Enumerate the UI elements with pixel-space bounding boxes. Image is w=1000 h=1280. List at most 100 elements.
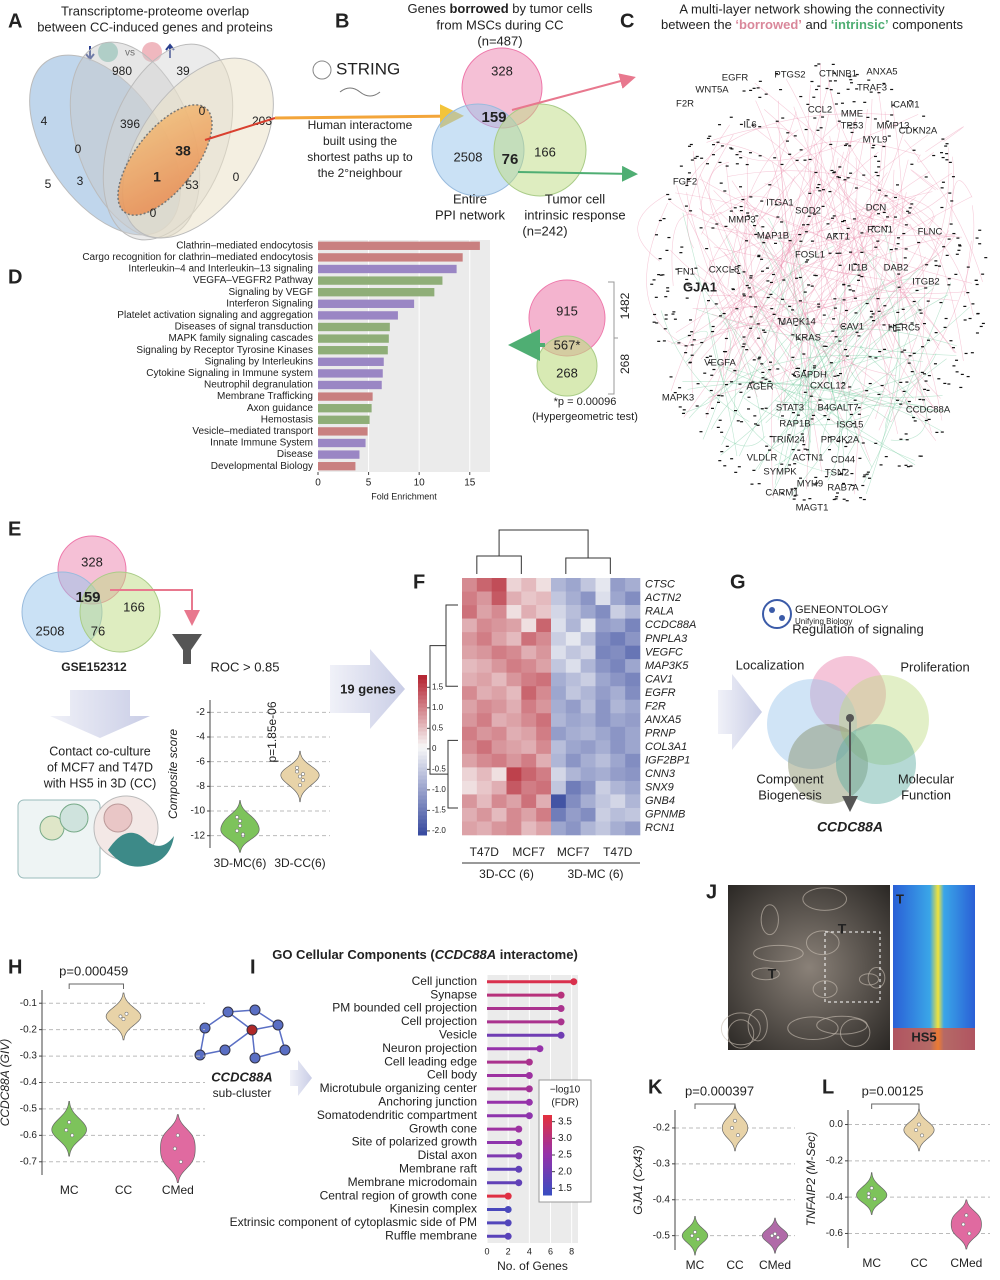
heat-cell [580,740,596,755]
heat-cell [536,591,552,606]
network-node [749,382,753,384]
network-node [725,384,729,386]
network-node [952,365,956,367]
node-label: RAB7A [827,483,859,494]
network-node [857,279,861,281]
network-node [832,172,836,174]
heat-cell [462,699,478,714]
network-node [924,419,928,422]
network-node [709,355,713,357]
network-node [912,416,916,419]
network-node [810,285,814,287]
network-node [842,498,846,500]
network-node [739,205,743,208]
network-node [793,463,797,465]
network-edge [878,156,954,431]
heat-cell [595,713,611,728]
heat-cell [462,807,478,822]
heat-cell [521,767,537,782]
network-node [933,363,937,365]
network-edge [741,268,804,397]
network-node [792,498,796,500]
node-label: CXCL12 [810,381,846,392]
colorbar-segment [418,791,427,796]
heat-cell [536,659,552,673]
network-edge [772,320,859,493]
network-node [798,233,802,236]
funnel [172,634,202,664]
bar [318,392,373,401]
x-tick-label: CMed [759,1258,791,1272]
panel-letter: A [8,10,22,32]
network-edge [709,232,832,339]
colorbar-segment [418,747,427,752]
colorbar-label: 0 [432,744,437,753]
network-node [940,431,944,433]
row-label: ANXA5 [644,714,682,726]
set-label: Component [756,771,824,786]
network-node [658,219,662,222]
heat-cell [625,686,641,701]
data-point [118,1014,123,1019]
row-label: PNPLA3 [645,633,688,645]
colorbar-segment [418,711,427,716]
network-node [765,267,769,269]
network-edge [779,150,823,473]
heat-cell [476,659,492,673]
network-node [871,225,875,228]
network-node [966,266,970,268]
network-edge [875,100,904,419]
network-node [817,63,821,65]
network-node [834,498,838,500]
network-edge [773,200,931,261]
colorbar-label: -1.0 [432,785,446,794]
network-edge [784,233,883,268]
network-node [838,166,842,168]
network-edge [744,111,797,255]
network-node [769,281,773,284]
network-node [842,482,846,485]
x-tick-label: MC [60,1183,79,1197]
network-node [970,352,974,354]
heat-cell [580,794,596,809]
network-node [682,409,686,411]
network-node [836,440,840,443]
network-edge [964,240,972,296]
network-edge [882,190,934,225]
network-node [966,375,970,378]
network-node [742,336,746,338]
venn-circle [836,724,916,804]
network-edge [754,82,940,245]
heat-cell [565,753,581,768]
title-part: interactome) [496,947,578,962]
heat-cell [462,821,478,836]
y-tick-label: -12 [191,830,206,841]
network-node [807,215,811,217]
network-edge [737,176,782,338]
network-node [703,372,707,374]
heat-cell [565,740,581,755]
heat-cell [462,672,478,687]
network-node [827,418,831,421]
heat-cell [551,767,567,782]
violin [950,1199,982,1250]
network-node [919,312,923,314]
network-node [763,331,767,333]
network-node [780,221,784,223]
bar [318,357,384,366]
network-edge [775,188,827,260]
network-node [758,96,762,98]
legend-segment [543,1125,552,1129]
network-node [849,79,853,81]
node-label: CCDC88A [906,405,951,416]
network-edge [708,161,743,278]
x-tick-label: 15 [464,478,476,489]
network-node [823,415,827,417]
network-node [739,123,743,126]
network-node [718,161,722,164]
network-edge [752,125,877,223]
heat-cell [536,618,552,633]
venn-circle [79,571,161,653]
y-tick-label: VEGFA–VEGFR2 Pathway [193,275,313,286]
